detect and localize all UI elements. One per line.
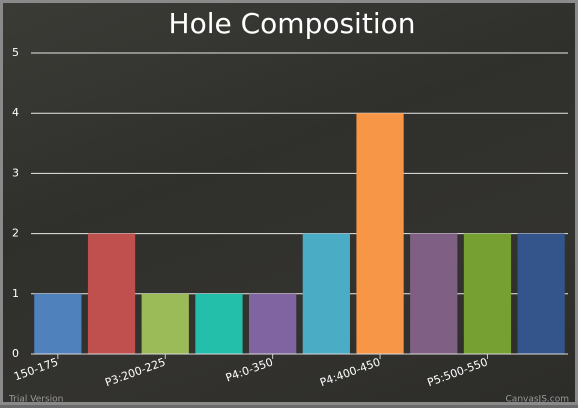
x-tick-label: P4:0-350 <box>224 355 275 384</box>
y-tick-label: 2 <box>12 227 19 240</box>
bar <box>463 233 512 354</box>
x-tick-label: P5:500-550 <box>426 355 490 389</box>
x-tick-label: 150-175 <box>12 355 60 383</box>
bar <box>356 113 404 354</box>
watermark: Trial Version <box>8 395 63 405</box>
x-tick-label: P4:400-450 <box>318 355 382 389</box>
chart: Hole Composition Trial Version CanvasJS.… <box>8 7 569 405</box>
y-tick-label: 5 <box>12 46 19 59</box>
watermark: CanvasJS.com <box>506 395 569 405</box>
bar <box>34 293 82 354</box>
bar <box>302 233 350 354</box>
y-tick-label: 0 <box>12 347 19 360</box>
bar <box>249 293 297 354</box>
x-tick-label: P3:200-225 <box>103 355 167 389</box>
y-tick-label: 1 <box>12 287 19 300</box>
y-tick-label: 4 <box>12 106 19 119</box>
bar <box>141 293 189 354</box>
bar <box>195 293 243 354</box>
chart-title: Hole Composition <box>169 7 416 40</box>
bar <box>517 233 565 354</box>
y-tick-label: 3 <box>12 166 19 179</box>
bar <box>410 233 458 354</box>
bar <box>87 233 136 354</box>
